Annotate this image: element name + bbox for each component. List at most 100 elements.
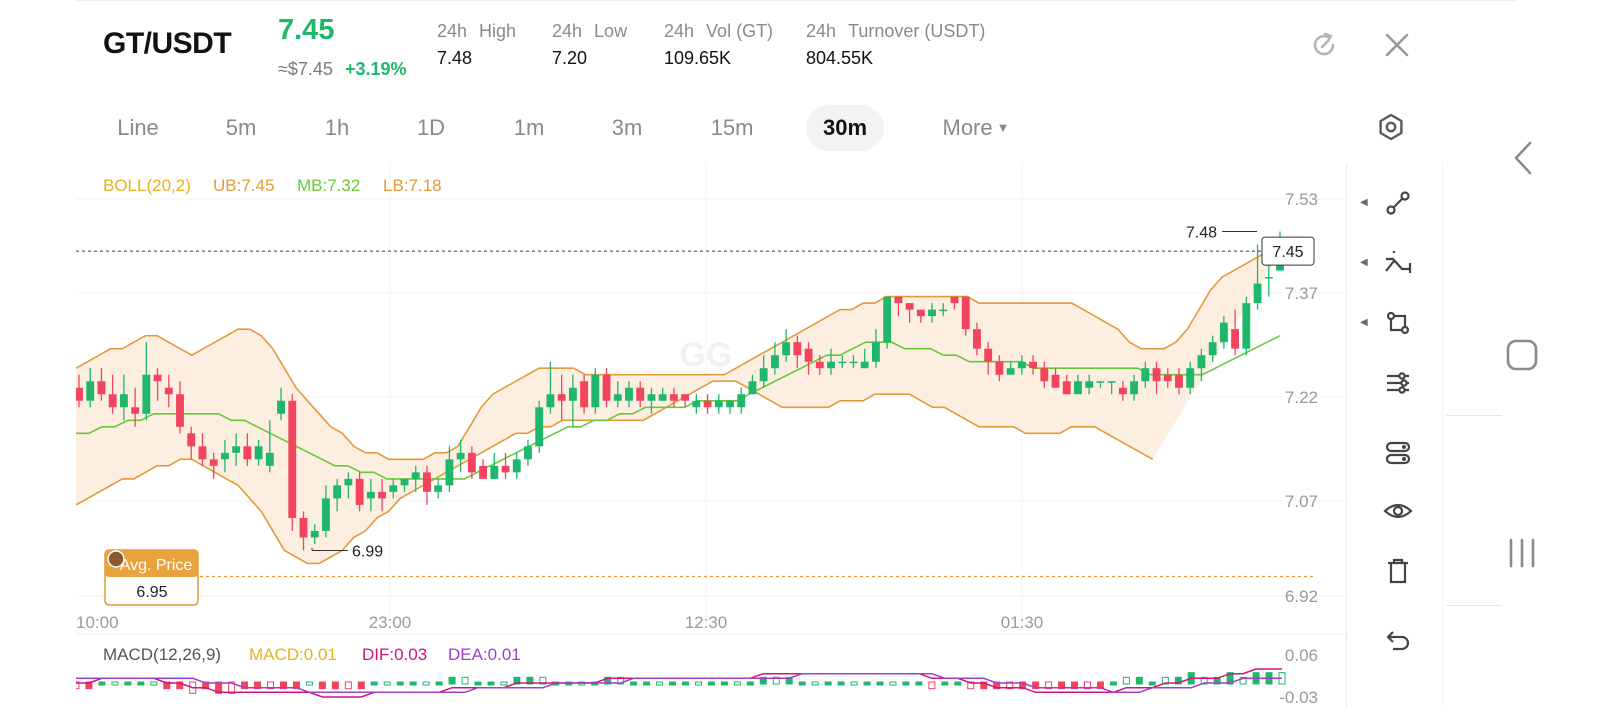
refresh-button[interactable]: [1308, 29, 1340, 61]
tab-3m[interactable]: 3m: [611, 115, 643, 140]
templates-button[interactable]: [1376, 431, 1420, 475]
candle: [669, 394, 678, 401]
macd-bar: [863, 681, 871, 686]
macd-bar: [837, 681, 845, 686]
candle: [894, 296, 903, 304]
visibility-icon: [1383, 503, 1413, 519]
macd-bar: [746, 681, 754, 686]
more-dropdown[interactable]: More ▼: [926, 105, 1026, 151]
candle: [1264, 277, 1273, 279]
macd-bar: [1122, 676, 1130, 685]
candle: [411, 472, 420, 479]
candle: [1253, 283, 1262, 304]
macd-bar: [798, 681, 806, 686]
candle: [97, 381, 106, 395]
boll-mid-value: MB:7.32: [297, 176, 361, 195]
candle: [423, 472, 431, 492]
candle: [131, 407, 140, 414]
candle: [288, 400, 297, 518]
candle: [871, 342, 880, 362]
candle: [916, 309, 925, 317]
y-axis-tick: 7.53: [1285, 190, 1318, 209]
tab-1m[interactable]: 1m: [513, 115, 545, 140]
macd-bar: [513, 676, 521, 685]
undo-button[interactable]: [1376, 619, 1420, 663]
macd-bar: [1019, 681, 1027, 690]
chart-settings-button[interactable]: [1376, 112, 1406, 142]
stat-label: Turnover (USDT): [848, 21, 986, 41]
macd-bar: [1161, 676, 1169, 685]
candle: [153, 374, 162, 382]
macd-bar: [1213, 676, 1221, 685]
macd-bar: [1058, 681, 1066, 690]
tab-5m[interactable]: 5m: [225, 115, 257, 140]
candle: [310, 530, 319, 538]
candle: [714, 400, 723, 408]
candle: [1074, 381, 1082, 395]
close-button[interactable]: [1382, 30, 1412, 60]
candle: [838, 361, 847, 364]
candle: [164, 387, 173, 395]
tab-1h[interactable]: 1h: [324, 115, 350, 140]
tab-line[interactable]: Line: [117, 115, 159, 140]
candle: [1152, 368, 1161, 382]
stat-high: 24h High 7.48: [437, 21, 528, 69]
toolbar-separator: [1446, 605, 1502, 606]
candle: [1085, 381, 1094, 388]
visibility-button[interactable]: [1376, 489, 1420, 533]
candle: [400, 478, 409, 486]
candle: [490, 465, 499, 479]
candle: [322, 498, 330, 531]
tab-30m[interactable]: 30m: [806, 105, 884, 151]
delete-icon: [1388, 558, 1408, 584]
delete-button[interactable]: [1376, 549, 1420, 593]
candle: [625, 387, 633, 401]
system-back-button[interactable]: [1508, 140, 1538, 176]
macd-bar: [876, 681, 884, 686]
candle: [995, 361, 1004, 375]
back-icon: [1514, 141, 1532, 175]
stat-period: 24h: [664, 21, 695, 41]
settings-icon: [1379, 113, 1403, 141]
candle: [748, 381, 757, 395]
trend-tool-icon: [1385, 251, 1412, 273]
line-tool-button[interactable]: [1376, 181, 1420, 225]
tab-15m[interactable]: 15m: [710, 115, 754, 140]
candle: [804, 348, 813, 362]
macd-bar: [811, 681, 819, 686]
candle: [187, 433, 196, 447]
last-price: 7.45: [278, 14, 335, 46]
macd-bar: [1109, 681, 1117, 686]
system-recents-button[interactable]: [1506, 536, 1538, 570]
macd-label: MACD(12,26,9): [103, 645, 222, 664]
toolbar-divider: [1346, 163, 1347, 708]
tab-1d[interactable]: 1D: [416, 115, 446, 140]
candle: [119, 394, 128, 408]
macd-bar: [409, 681, 417, 686]
macd-bar: [215, 681, 223, 694]
candle: [939, 309, 948, 312]
stat-label: High: [479, 21, 517, 41]
low-marker-label: 6.99: [352, 543, 383, 560]
candle: [546, 394, 555, 408]
system-home-button[interactable]: [1505, 338, 1539, 372]
indicator-settings-button[interactable]: [1376, 361, 1420, 405]
stat-volume: 24h Vol (GT) 109.65K: [664, 21, 785, 69]
price-chart[interactable]: 7.45 7.48 6.99 Avg. Price 6.95 GG 7.53 7.37 7.22…: [76, 161, 1366, 720]
macd-bar: [292, 681, 300, 690]
macd-bar: [176, 681, 184, 690]
shape-tool-button[interactable]: [1376, 301, 1420, 345]
market-card: GT/USDT 7.45 ≈$7.45 +3.19% 24h High 7.48 …: [76, 0, 1516, 720]
macd-bar: [1226, 672, 1234, 685]
macd-bar: [1096, 681, 1104, 690]
candle: [602, 374, 611, 401]
candle: [1163, 374, 1172, 382]
candle: [815, 361, 824, 369]
caret-down-icon: ▼: [996, 120, 1010, 135]
macd-bar: [1071, 681, 1079, 690]
macd-bar: [630, 681, 638, 686]
trend-tool-button[interactable]: [1376, 241, 1420, 285]
boll-lower-value: LB:7.18: [383, 176, 442, 195]
shape-tool-icon: [1386, 311, 1410, 335]
x-axis-label: 01:30: [1001, 613, 1044, 632]
